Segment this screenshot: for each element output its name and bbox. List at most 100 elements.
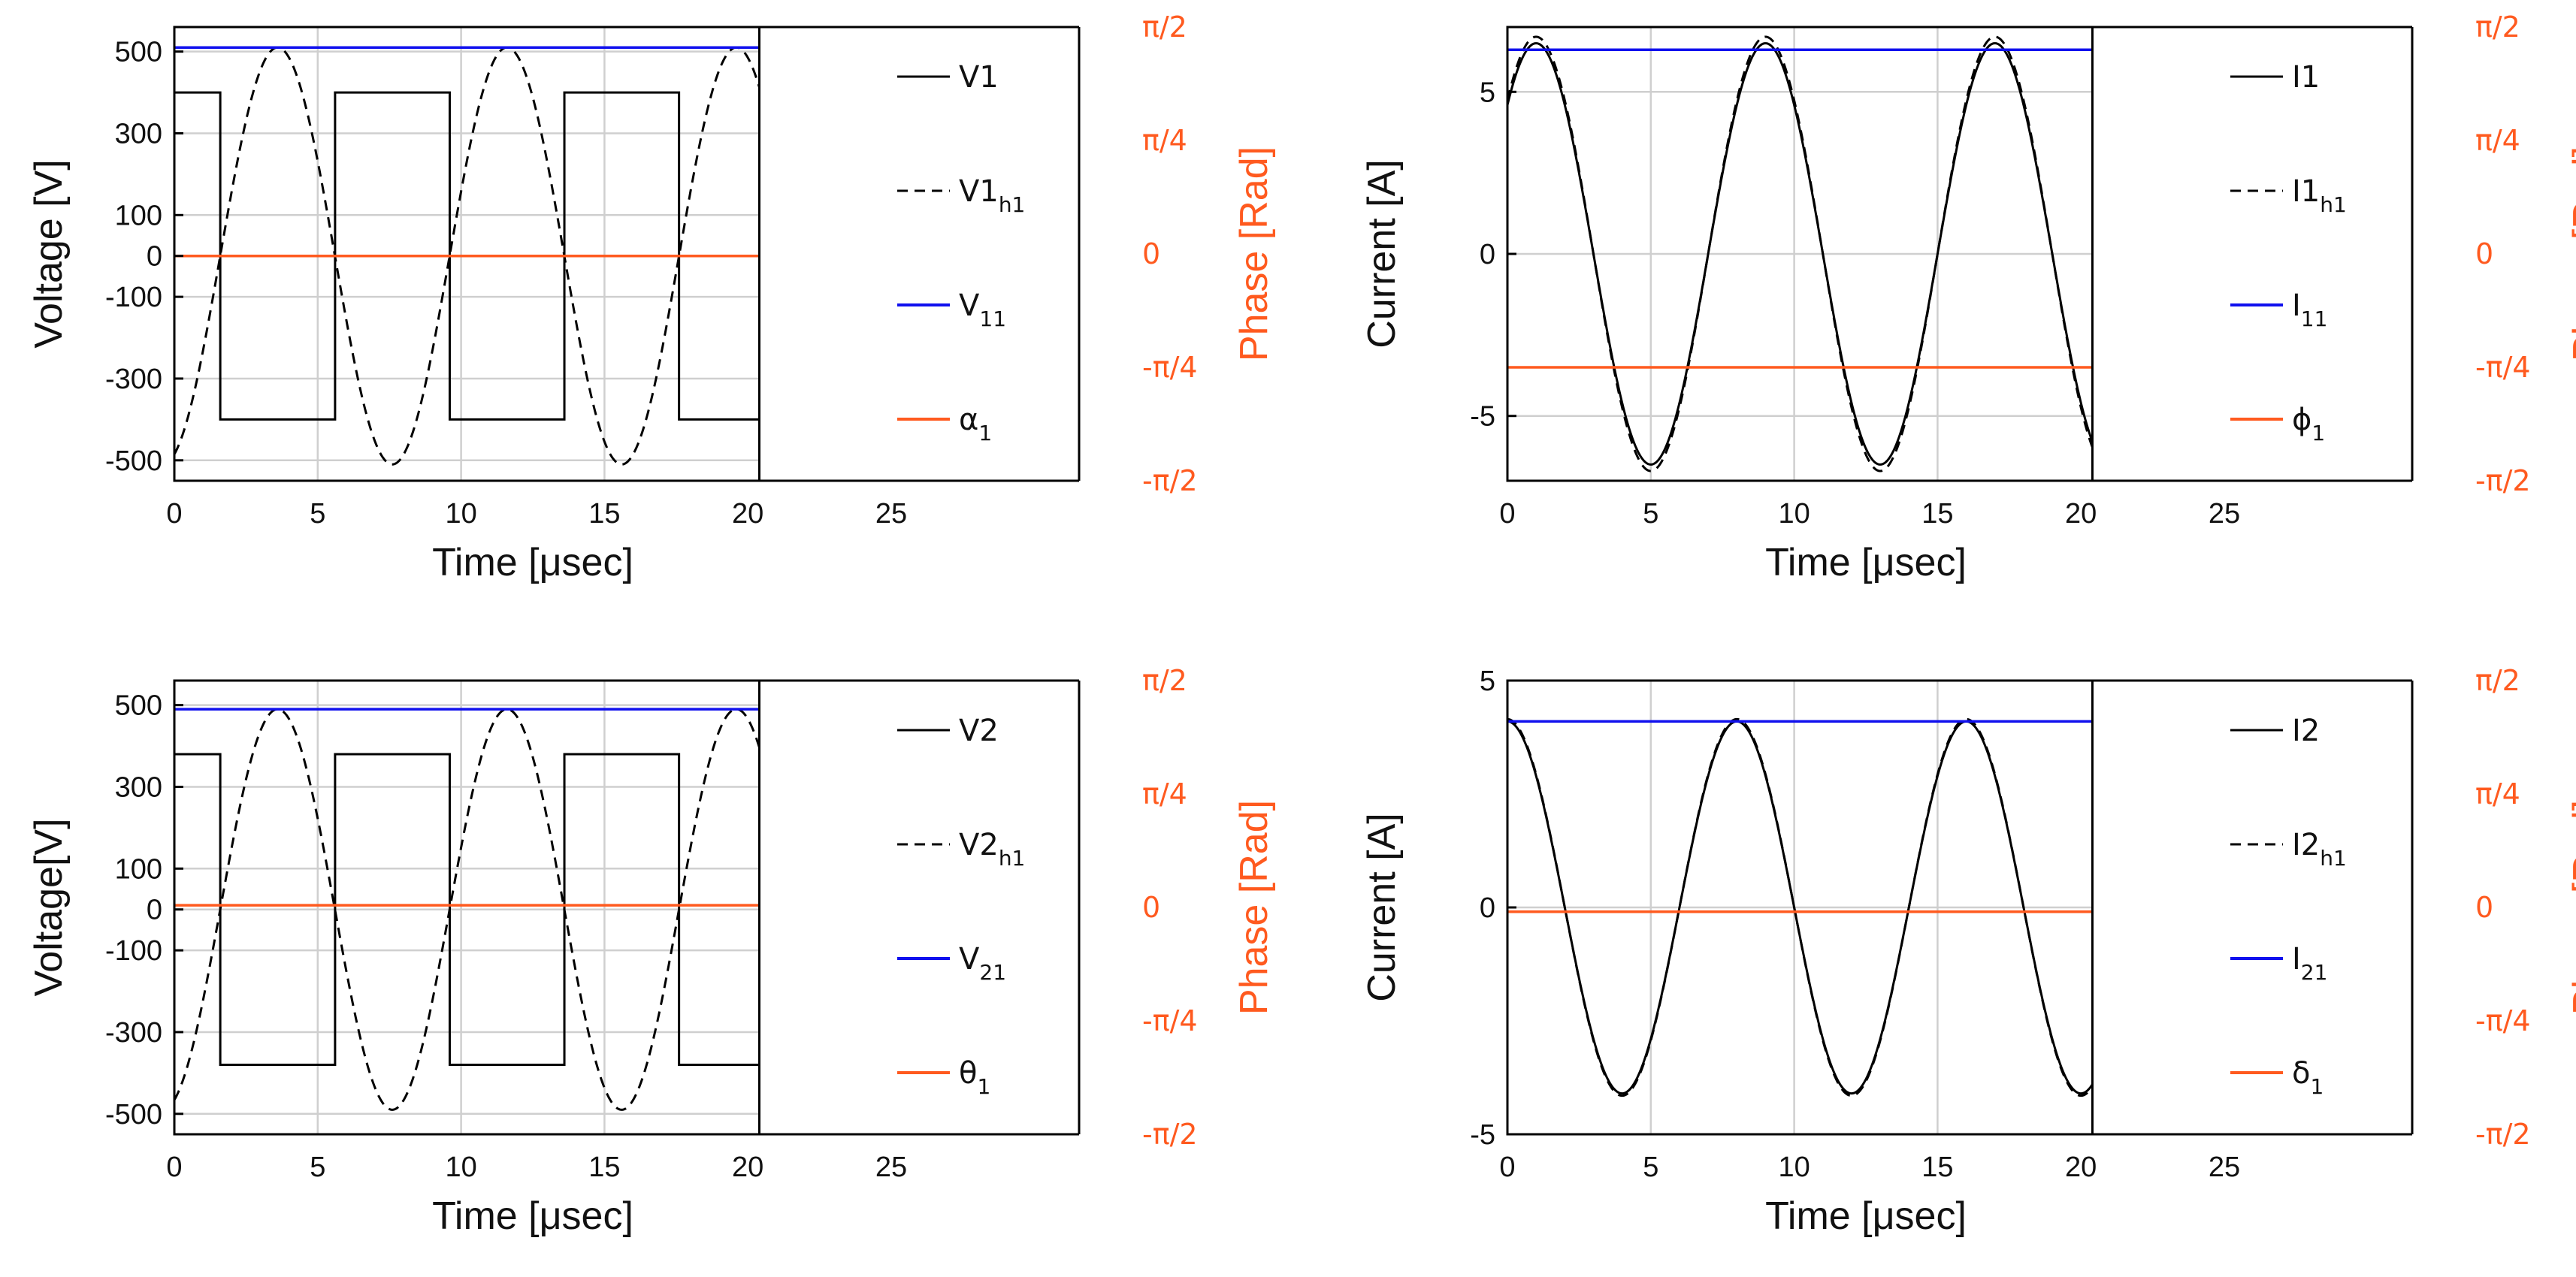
x-tick-label: 10 <box>445 498 476 530</box>
legend-subscript: h1 <box>999 192 1026 217</box>
legend-subscript: 1 <box>2310 1074 2324 1099</box>
y-tick-label: 0 <box>147 241 162 273</box>
legend-symbol: I <box>2292 942 2301 977</box>
legend-symbol: I <box>2292 288 2301 323</box>
phase-tick-label: 0 <box>1142 891 1160 924</box>
x-tick-label: 10 <box>445 1152 476 1183</box>
legend-subscript: 11 <box>979 306 1006 331</box>
legend-label-alpha1: α1 <box>959 403 992 445</box>
phase-tick-label: π/2 <box>1142 11 1187 44</box>
y-tick-label: -500 <box>105 445 162 477</box>
legend-subscript: h1 <box>999 846 1026 871</box>
phase-tick-label: -π/4 <box>2475 1004 2531 1037</box>
series-group <box>1507 35 2093 472</box>
legend-subscript: 1 <box>978 421 992 445</box>
x-tick-label: 5 <box>310 498 325 530</box>
legend-symbol: V1 <box>959 174 999 209</box>
y-tick-label: -300 <box>105 1017 162 1049</box>
legend-symbol: V <box>959 942 980 977</box>
y-tick-label: 500 <box>115 37 162 68</box>
y-tick-label: 100 <box>115 200 162 231</box>
legend-label-V11: V11 <box>959 288 1006 331</box>
y-tick-label: 300 <box>115 771 162 803</box>
x-axis-label: Time [μsec] <box>1765 1194 1967 1238</box>
phase-axis-label: Phase [Rad] <box>1232 146 1276 361</box>
y-tick-label: 0 <box>1480 239 1495 270</box>
y-tick-label: 5 <box>1480 666 1495 697</box>
phase-tick-label: π/4 <box>1142 124 1187 157</box>
legend-symbol: V2 <box>959 714 999 748</box>
x-tick-label: 5 <box>310 1152 325 1183</box>
y-tick-label: -500 <box>105 1099 162 1131</box>
x-tick-label: 5 <box>1643 498 1658 530</box>
legend-symbol: I2 <box>2292 828 2320 862</box>
phase-axis-label: Phase [Rad] <box>2565 800 2576 1015</box>
y-tick-label: 0 <box>147 895 162 926</box>
x-tick-label: 0 <box>166 498 182 530</box>
x-tick-label: 20 <box>732 498 763 530</box>
legend-symbol: I1 <box>2292 174 2320 209</box>
y-tick-label: -5 <box>1470 1119 1495 1151</box>
legend-label-theta1: θ1 <box>959 1056 990 1099</box>
legend-label-V2: V2 <box>959 714 999 748</box>
legend-symbol: δ <box>2292 1056 2310 1091</box>
legend-symbol: I2 <box>2292 714 2320 748</box>
phase-tick-label: π/2 <box>1142 664 1187 697</box>
legend-symbol: θ <box>959 1056 977 1091</box>
legend-symbol: V <box>959 288 980 323</box>
series-line-V2 <box>174 753 760 1066</box>
legend-subscript: h1 <box>2320 192 2347 217</box>
x-tick-label: 25 <box>875 498 907 530</box>
series-group <box>174 46 760 466</box>
legend-symbol: V2 <box>959 828 999 862</box>
phase-axis-label: Phase [Rad] <box>1232 800 1276 1015</box>
x-tick-label: 0 <box>1499 498 1515 530</box>
phase-tick-label: π/2 <box>2475 11 2520 44</box>
legend-symbol: I1 <box>2292 60 2320 95</box>
legend-subscript: 21 <box>979 960 1006 985</box>
series-group <box>1507 717 2093 1097</box>
y-axis-label: Voltage [V] <box>27 159 71 349</box>
y-tick-label: 5 <box>1480 77 1495 108</box>
legend-label-delta1: δ1 <box>2292 1056 2324 1099</box>
legend-subscript: 21 <box>2301 960 2328 985</box>
x-tick-label: 20 <box>2065 498 2097 530</box>
series-line-V1h1 <box>174 46 760 466</box>
series-line-I1h1 <box>1507 35 2093 472</box>
x-tick-label: 10 <box>1778 498 1810 530</box>
phase-tick-label: -π/4 <box>1142 1004 1198 1037</box>
x-tick-label: 10 <box>1778 1152 1810 1183</box>
series-line-V1 <box>174 91 760 421</box>
x-tick-label: 15 <box>588 1152 620 1183</box>
legend-subscript: h1 <box>2320 846 2347 871</box>
legend-subscript: 1 <box>2311 421 2325 445</box>
phase-tick-label: 0 <box>2475 891 2493 924</box>
phase-tick-label: π/4 <box>2475 777 2520 811</box>
phase-tick-label: -π/2 <box>1142 1118 1198 1151</box>
x-tick-label: 15 <box>1921 498 1953 530</box>
legend-label-I11: I11 <box>2292 288 2327 331</box>
legend-subscript: 11 <box>2301 306 2328 331</box>
x-axis-label: Time [μsec] <box>1765 541 1967 584</box>
y-tick-label: 100 <box>115 853 162 885</box>
x-tick-label: 20 <box>2065 1152 2097 1183</box>
plot-frame <box>173 26 760 482</box>
series-group <box>174 708 760 1111</box>
y-axis-label: Current [A] <box>1360 159 1404 348</box>
series-line-V2h1 <box>174 708 760 1111</box>
legend-label-phi1: ϕ1 <box>2292 403 2325 445</box>
legend-symbol: V1 <box>959 60 999 95</box>
phase-tick-label: -π/2 <box>1142 464 1198 497</box>
phase-axis-label: Phase [Rad] <box>2565 146 2576 361</box>
y-tick-label: 300 <box>115 118 162 149</box>
legend-label-V2h1: V2h1 <box>959 828 1025 871</box>
legend-label-V21: V21 <box>959 942 1006 985</box>
x-tick-label: 20 <box>732 1152 763 1183</box>
legend-symbol: α <box>959 403 978 437</box>
legend-label-I21: I21 <box>2292 942 2327 985</box>
legend-subscript: 1 <box>977 1074 990 1099</box>
legend-label-I1h1: I1h1 <box>2292 174 2347 217</box>
